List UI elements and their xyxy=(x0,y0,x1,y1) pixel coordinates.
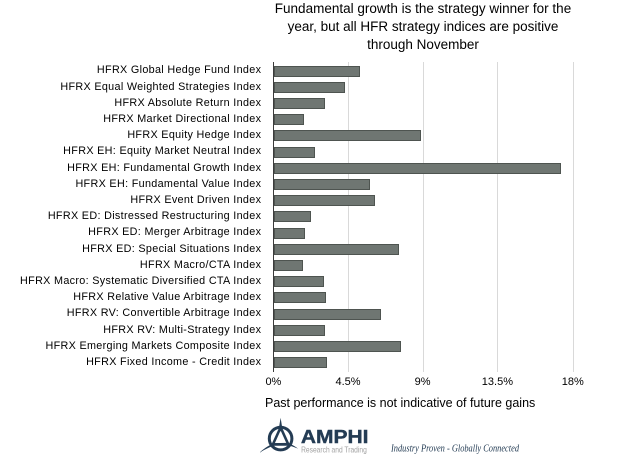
svg-text:Research and Trading: Research and Trading xyxy=(301,445,367,455)
svg-text:AMPHI: AMPHI xyxy=(301,426,369,447)
svg-text:Industry Proven - Globally Con: Industry Proven - Globally Connected xyxy=(390,443,519,455)
